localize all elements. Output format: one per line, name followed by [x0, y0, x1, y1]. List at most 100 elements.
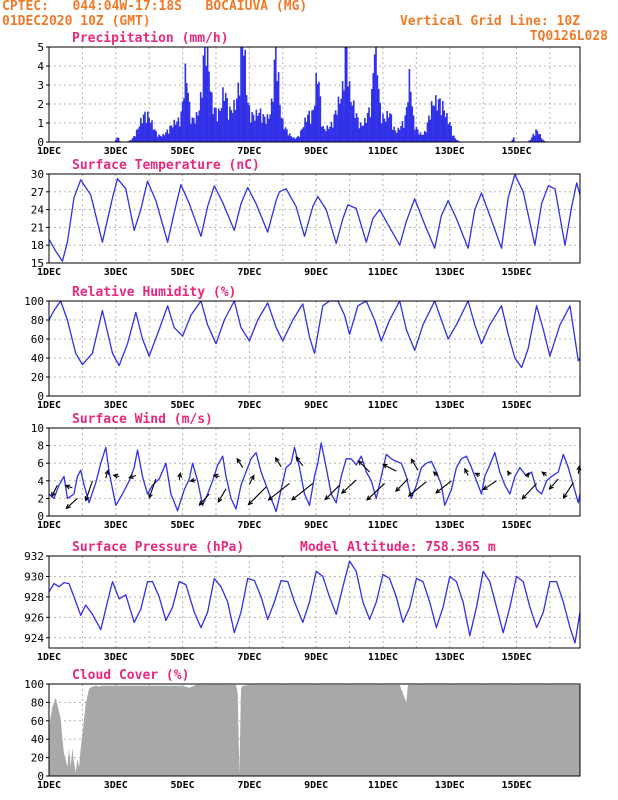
precip-title: Precipitation (mm/h): [72, 31, 229, 46]
cloud-xtick-label: 5DEC: [171, 780, 195, 791]
wind-arrowhead: [274, 456, 280, 463]
precip-bar: [408, 68, 411, 142]
precip-bars: [114, 47, 546, 143]
precip-bar: [344, 47, 347, 142]
precip-bar: [302, 127, 305, 142]
precip-bar: [451, 135, 454, 142]
precip-bar: [213, 107, 216, 142]
precip-bar: [315, 72, 317, 142]
precip-bar: [357, 117, 359, 142]
wind-arrowhead: [189, 477, 195, 483]
wind-arrowhead: [65, 503, 71, 510]
wind-vector: [483, 480, 497, 491]
wind-vector: [408, 481, 427, 497]
wind-xtick-label: 9DEC: [304, 520, 328, 531]
precip-ytick-label: 2: [37, 98, 44, 111]
precip-bar: [195, 112, 198, 142]
precip-bar: [236, 98, 238, 142]
press-ytick-label: 930: [24, 570, 44, 583]
wind-arrowhead: [51, 491, 56, 498]
temp-xtick-label: 13DEC: [435, 267, 465, 278]
precip-bar: [455, 140, 458, 142]
precip-bar: [539, 134, 542, 142]
precip-bar: [156, 136, 159, 142]
precip-bar: [215, 108, 217, 142]
precip-bar: [418, 134, 420, 142]
press-frame: [48, 555, 581, 649]
precip-bar: [165, 132, 167, 142]
press-line: [48, 560, 581, 644]
precip-bar: [249, 122, 252, 142]
precip-bar: [174, 124, 177, 142]
precip-bar: [543, 140, 546, 142]
precip-bar: [283, 129, 285, 142]
precip-bar: [416, 129, 419, 142]
precip-bar: [375, 47, 377, 142]
cloud-ytick-label: 0: [37, 770, 44, 783]
precip-bar: [234, 110, 237, 142]
precip-bar: [307, 114, 309, 142]
precip-bar: [173, 119, 176, 142]
wind-arrowhead: [249, 474, 255, 481]
precip-bar: [379, 102, 381, 142]
press-ytick-label: 926: [24, 611, 44, 624]
wind-vector: [217, 488, 227, 503]
precip-bar: [219, 111, 221, 142]
precip-bar: [237, 82, 240, 142]
temp-title: Surface Temperature (nC): [72, 158, 260, 173]
precip-bar: [209, 91, 212, 142]
precip-bar: [153, 129, 156, 142]
precip-bar: [277, 72, 280, 142]
precip-bar: [540, 138, 543, 142]
precip-bar: [348, 81, 351, 142]
precip-bar: [187, 92, 189, 142]
wind-arrowhead: [112, 473, 119, 479]
precip-bar: [368, 107, 370, 142]
wind-arrowhead: [381, 463, 388, 469]
wind-xtick-label: 1DEC: [37, 520, 61, 531]
precip-bar: [268, 118, 270, 142]
precip-bar: [325, 131, 327, 142]
precip-bar: [437, 99, 440, 142]
precip-bar: [361, 125, 363, 142]
precip-bar: [263, 116, 266, 142]
press-ytick-label: 932: [24, 550, 44, 563]
cloud-xtick-label: 9DEC: [304, 780, 328, 791]
precip-bar: [281, 118, 284, 142]
precip-bar: [227, 119, 230, 142]
precip-bar: [167, 133, 170, 142]
temp-ytick-label: 27: [31, 186, 44, 199]
precip-bar: [294, 138, 297, 142]
precip-bar: [176, 121, 178, 142]
rh-ytick-label: 0: [37, 390, 44, 403]
wind-arrowhead: [212, 473, 219, 479]
precip-bar: [350, 102, 352, 142]
precip-bar: [244, 49, 247, 142]
precip-bar: [450, 125, 452, 142]
precip-bar: [280, 117, 283, 142]
precip-bar: [343, 90, 345, 142]
wind-panel: 0 2 4 6 8 10 1DEC 3DEC 5DEC 7DEC 9DEC 11DEC 13DEC 15D…: [31, 412, 582, 531]
precip-bar: [320, 126, 323, 142]
precip-bar: [137, 128, 139, 142]
wind-vector: [198, 493, 210, 506]
precip-bar: [421, 134, 423, 142]
precip-bar: [339, 103, 341, 142]
wind-vector: [324, 484, 340, 500]
temp-xtick-label: 9DEC: [304, 267, 328, 278]
precip-bar: [142, 114, 145, 142]
precip-bar: [415, 126, 418, 142]
temp-xtick-label: 3DEC: [104, 267, 128, 278]
precip-bar: [135, 129, 138, 142]
precip-bar: [265, 123, 267, 142]
cloud-xtick-label: 15DEC: [501, 780, 531, 791]
wind-arrowhead: [521, 494, 527, 500]
press-ytick-label: 928: [24, 591, 44, 604]
precip-bar: [337, 96, 340, 142]
precip-bar: [287, 135, 290, 142]
wind-vector: [410, 458, 419, 471]
precip-bar: [293, 137, 295, 142]
precip-bar: [446, 113, 448, 142]
wind-arrowhead: [366, 495, 372, 501]
precip-bar: [372, 73, 375, 142]
